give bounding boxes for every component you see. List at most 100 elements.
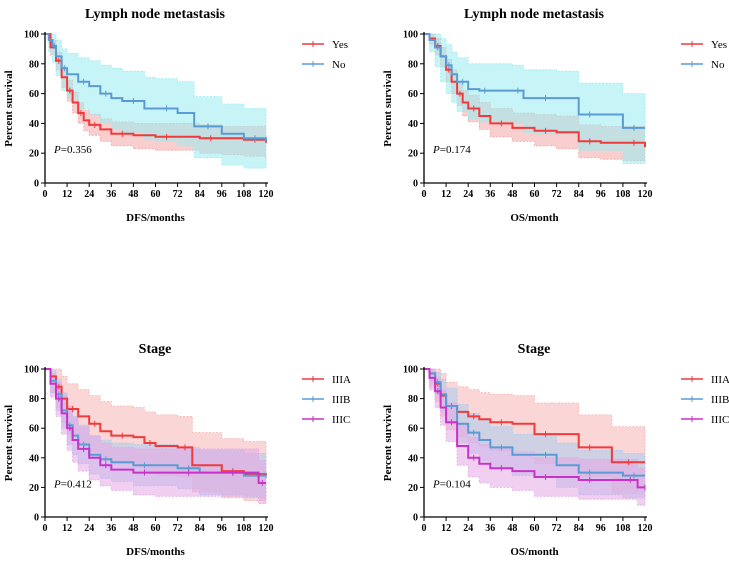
survival-curve-iiib (45, 368, 266, 477)
x-tick-label: 0 (422, 523, 427, 534)
x-tick-label: 0 (43, 189, 48, 200)
ci-band-no (45, 33, 267, 169)
x-tick-label: 72 (173, 523, 183, 534)
x-tick-label: 60 (151, 189, 161, 200)
y-tick-label: 40 (408, 453, 418, 464)
x-axis-label: OS/month (510, 212, 558, 224)
chart-title: Lymph node metastasis (85, 7, 226, 22)
y-tick-label: 20 (29, 149, 39, 160)
y-tick-label: 80 (29, 59, 39, 70)
x-tick-label: 36 (485, 523, 495, 534)
y-tick-label: 20 (408, 483, 418, 494)
x-tick-label: 36 (485, 189, 495, 200)
y-tick-label: 0 (34, 513, 39, 524)
x-tick-label: 108 (236, 189, 251, 200)
x-tick-label: 120 (638, 523, 653, 534)
y-axis-label: Percent survival (382, 70, 394, 146)
x-tick-label: 12 (441, 523, 451, 534)
chart-title: Stage (139, 342, 172, 357)
x-tick-label: 120 (259, 189, 274, 200)
legend-item-no: No (681, 59, 725, 71)
legend-label: IIIC (332, 414, 350, 426)
x-tick-label: 60 (530, 523, 540, 534)
legend-item-yes: Yes (302, 39, 348, 51)
survival-curve-iiia (45, 368, 267, 476)
km-panel-2: Lymph node metastasis 0 20 40 60 80 100 0 12 24 36… (382, 7, 727, 224)
x-tick-label: 60 (151, 523, 161, 534)
p-value: P=0.356 (53, 144, 92, 156)
x-tick-label: 48 (507, 523, 517, 534)
p-value: P=0.412 (53, 478, 92, 490)
x-tick-label: 108 (615, 189, 630, 200)
x-tick-label: 60 (530, 189, 540, 200)
x-tick-label: 108 (615, 523, 630, 534)
y-tick-label: 40 (29, 119, 39, 130)
x-tick-label: 84 (195, 523, 205, 534)
km-panel-3: Stage 0 20 40 60 80 100 0 12 24 36 48 60 72 84 96 108 120… (3, 342, 351, 558)
y-tick-label: 100 (403, 30, 418, 41)
y-tick-label: 60 (408, 89, 418, 100)
chart-title: Lymph node metastasis (464, 7, 605, 22)
y-tick-label: 60 (29, 424, 39, 435)
x-tick-label: 84 (574, 189, 584, 200)
y-tick-label: 80 (29, 394, 39, 405)
x-tick-label: 96 (217, 189, 227, 200)
y-axis-label: Percent survival (3, 405, 15, 481)
y-tick-label: 20 (29, 483, 39, 494)
y-tick-label: 20 (408, 149, 418, 160)
x-axis-label: DFS/months (126, 546, 185, 558)
x-tick-label: 12 (62, 523, 72, 534)
y-axis-label: Percent survival (3, 70, 15, 146)
legend-label: IIIC (711, 414, 729, 426)
p-symbol: P (53, 144, 61, 156)
legend-label: IIIA (332, 374, 351, 386)
y-tick-label: 100 (24, 365, 39, 376)
p-symbol: P (432, 144, 440, 156)
x-tick-label: 108 (236, 523, 251, 534)
x-tick-label: 24 (84, 189, 94, 200)
legend-label: IIIA (711, 374, 729, 386)
survival-curve-no (424, 33, 645, 129)
x-tick-label: 36 (106, 189, 116, 200)
p-value-number: =0.356 (61, 144, 92, 156)
legend-label: No (332, 59, 346, 71)
p-symbol: P (53, 478, 61, 490)
y-tick-label: 60 (408, 424, 418, 435)
x-axis-label: DFS/months (126, 212, 185, 224)
x-tick-label: 12 (441, 189, 451, 200)
y-tick-label: 80 (408, 394, 418, 405)
legend-item-iiic: IIIC (681, 414, 729, 426)
x-tick-label: 84 (195, 189, 205, 200)
legend-item-iiic: IIIC (302, 414, 350, 426)
legend-item-iiia: IIIA (681, 374, 729, 386)
x-tick-label: 72 (173, 189, 183, 200)
x-axis-label: OS/month (510, 546, 558, 558)
p-value-number: =0.104 (440, 478, 471, 490)
x-tick-label: 120 (638, 189, 653, 200)
legend-label: Yes (332, 39, 348, 51)
survival-curve-iiic (45, 368, 266, 484)
y-tick-label: 80 (408, 59, 418, 70)
y-tick-label: 0 (34, 179, 39, 190)
x-tick-label: 0 (43, 523, 48, 534)
x-tick-label: 24 (463, 523, 473, 534)
p-value: P=0.174 (432, 144, 471, 156)
km-panel-1: Lymph node metastasis 0 20 40 60 80 100 0 12 24 36… (3, 7, 348, 224)
x-tick-label: 0 (422, 189, 427, 200)
legend-label: No (711, 59, 725, 71)
km-panel-4: Stage 0 20 40 60 80 100 0 12 24 36 48 60 72 84 96 108 120… (382, 342, 729, 558)
y-tick-label: 100 (403, 365, 418, 376)
legend-item-no: No (302, 59, 346, 71)
chart-title: Stage (518, 342, 551, 357)
y-tick-label: 40 (408, 119, 418, 130)
x-tick-label: 24 (463, 189, 473, 200)
ci-band-iiic (45, 368, 267, 505)
x-tick-label: 72 (552, 523, 562, 534)
x-tick-label: 48 (128, 523, 138, 534)
p-value: P=0.104 (432, 478, 471, 490)
x-tick-label: 48 (507, 189, 517, 200)
p-symbol: P (432, 478, 440, 490)
legend-item-iiia: IIIA (302, 374, 351, 386)
x-tick-label: 24 (84, 523, 94, 534)
